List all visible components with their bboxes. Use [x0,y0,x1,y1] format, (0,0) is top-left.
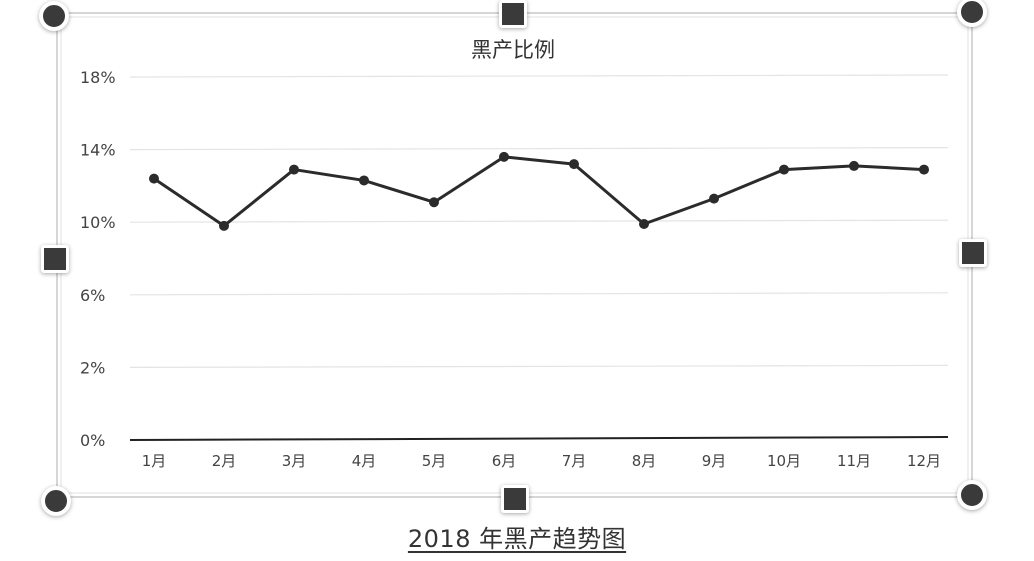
data-point [779,164,789,175]
resize-handle-top-left[interactable] [39,1,69,31]
x-tick-label: 10月 [767,452,801,470]
x-tick-label: 4月 [352,452,377,470]
resize-handle-left[interactable] [41,245,69,273]
data-point [569,159,579,170]
resize-handle-bottom[interactable] [501,485,529,513]
gridline [129,74,949,78]
data-point [359,175,369,186]
data-point [219,220,229,231]
chart-title: 黑产比例 [471,38,555,62]
resize-handle-top-right[interactable] [957,0,987,27]
selection-border [56,12,973,498]
gridline [129,219,949,223]
data-point [919,164,929,175]
resize-handle-top[interactable] [499,0,527,28]
x-tick-label: 12月 [907,452,941,470]
x-tick-label: 8月 [632,452,657,470]
series-line [153,155,925,228]
gridline [129,147,949,151]
data-point [499,151,509,162]
data-point [429,197,439,208]
data-point [149,173,159,184]
gridline [129,292,949,296]
y-tick-label: 14% [80,141,116,160]
x-tick-label: 1月 [142,452,167,470]
x-tick-label: 9月 [702,452,727,470]
gridline [129,364,949,368]
y-tick-label: 0% [80,431,105,450]
x-tick-label: 11月 [837,452,871,470]
x-tick-label: 3月 [282,452,307,470]
data-point [849,160,859,171]
x-tick-label: 6月 [492,452,517,470]
resize-handle-bottom-right[interactable] [957,480,987,510]
x-tick-label: 7月 [562,452,587,470]
chart-caption: 2018 年黑产趋势图 [0,519,1034,554]
resize-handle-right[interactable] [959,239,987,267]
data-point [709,193,719,204]
y-tick-label: 18% [80,68,116,87]
x-tick-label: 5月 [422,452,447,470]
data-point [639,219,649,230]
y-tick-label: 2% [80,358,105,377]
x-axis-line [129,436,949,441]
selection-border-inner [60,16,969,494]
y-tick-label: 10% [80,213,116,232]
resize-handle-bottom-left[interactable] [41,486,71,516]
data-point [289,164,299,175]
x-tick-label: 2月 [212,452,237,470]
y-tick-label: 6% [80,286,105,305]
chart-caption-text: 2018 年黑产趋势图 [407,525,627,553]
